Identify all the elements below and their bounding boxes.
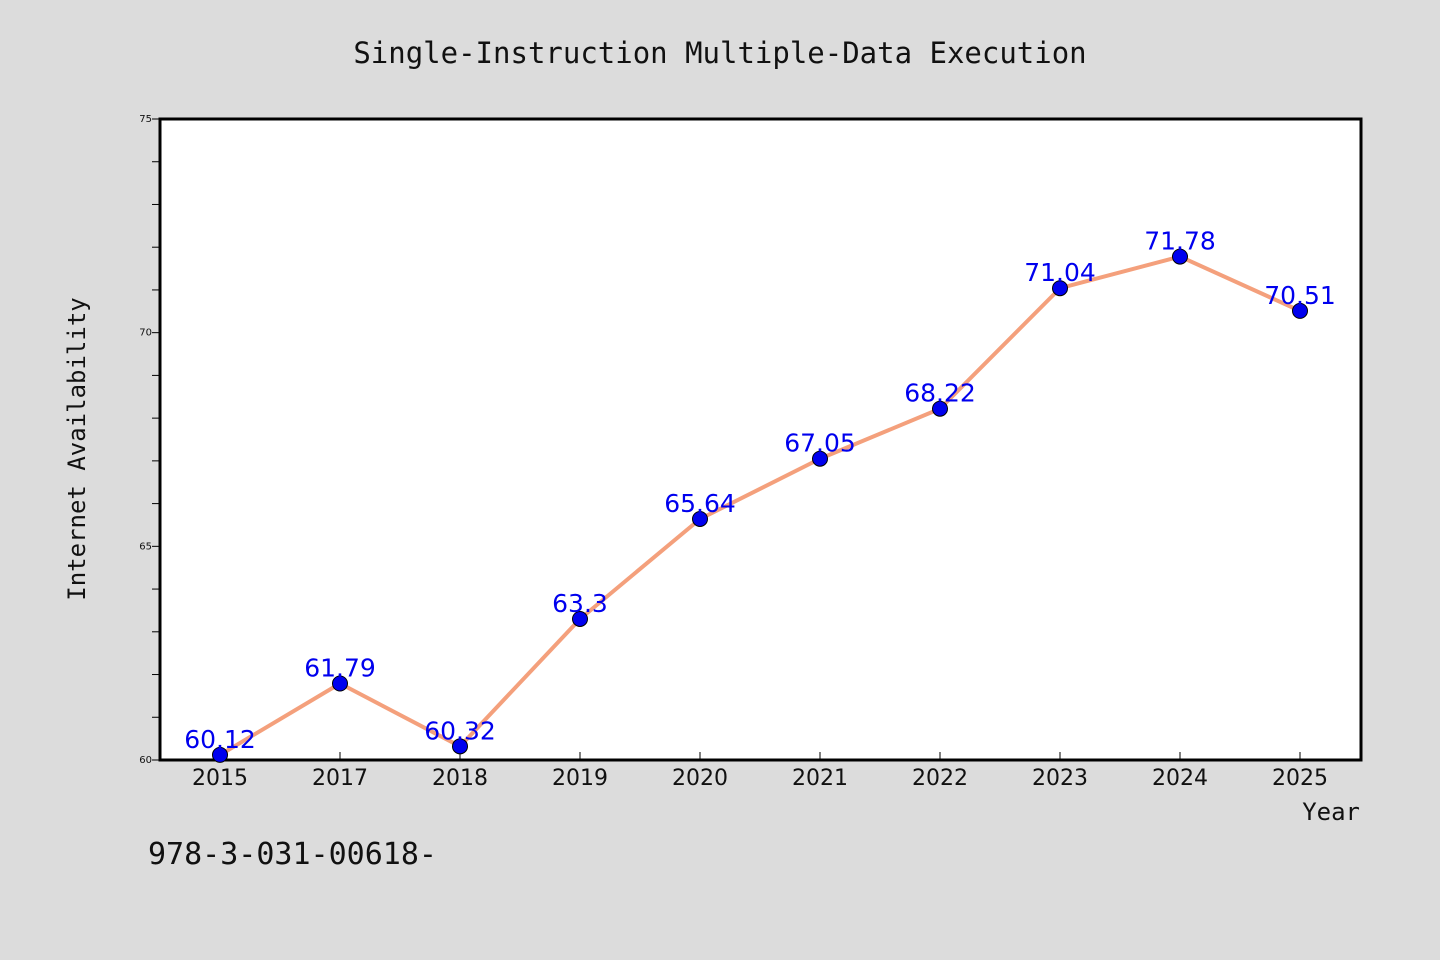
- data-label: 60.12: [184, 725, 256, 754]
- y-tick-label: 75: [139, 114, 152, 125]
- footer-code: 978-3-031-00618-: [148, 837, 437, 872]
- data-label: 63.3: [552, 589, 608, 618]
- data-label: 61.79: [304, 654, 376, 683]
- x-axis-label: Year: [1302, 798, 1360, 826]
- x-tick-label: 2017: [312, 766, 368, 791]
- x-tick-label: 2019: [552, 766, 608, 791]
- x-tick-label: 2018: [432, 766, 488, 791]
- x-tick-label: 2023: [1032, 766, 1088, 791]
- data-point: [452, 738, 468, 755]
- series-line: [218, 254, 1301, 757]
- y-axis: 60 65 70 75: [139, 114, 160, 766]
- series-line-group: 60.12 61.79 60.32 63.3 65.64 67.05 68.22 71.04 7…: [184, 227, 1336, 763]
- x-tick-label: 2020: [672, 766, 728, 791]
- y-tick-label: 60: [139, 755, 152, 766]
- x-tick-label: 2022: [912, 766, 968, 791]
- data-point: [572, 610, 588, 627]
- data-point: [332, 675, 348, 692]
- x-tick-label: 2025: [1272, 766, 1328, 791]
- data-label: 71.04: [1024, 258, 1096, 287]
- x-tick-label: 2021: [792, 766, 848, 791]
- data-point: [812, 450, 828, 467]
- y-tick-label: 65: [139, 541, 152, 552]
- data-point: [692, 510, 708, 527]
- chart-title: Single-Instruction Multiple-Data Executi…: [353, 36, 1086, 70]
- data-label: 70.51: [1264, 281, 1336, 310]
- data-point: [1292, 302, 1308, 319]
- x-tick-label: 2015: [192, 766, 248, 791]
- x-axis: 2015 2017 2018 2019 2020 2021 2022 2023 2024 2025: [192, 752, 1328, 791]
- x-tick-label: 2024: [1152, 766, 1208, 791]
- data-point: [1172, 248, 1188, 265]
- data-label: 65.64: [664, 489, 736, 518]
- data-point: [932, 400, 948, 417]
- data-label: 71.78: [1144, 227, 1216, 256]
- y-tick-label: 70: [139, 328, 152, 339]
- data-label: 68.22: [904, 379, 976, 408]
- data-label: 67.05: [784, 429, 856, 458]
- y-axis-label: Internet Availability: [63, 297, 91, 600]
- data-point: [1052, 280, 1068, 297]
- plot-area: [158, 117, 1363, 762]
- data-point: [212, 746, 228, 763]
- data-label: 60.32: [424, 716, 496, 745]
